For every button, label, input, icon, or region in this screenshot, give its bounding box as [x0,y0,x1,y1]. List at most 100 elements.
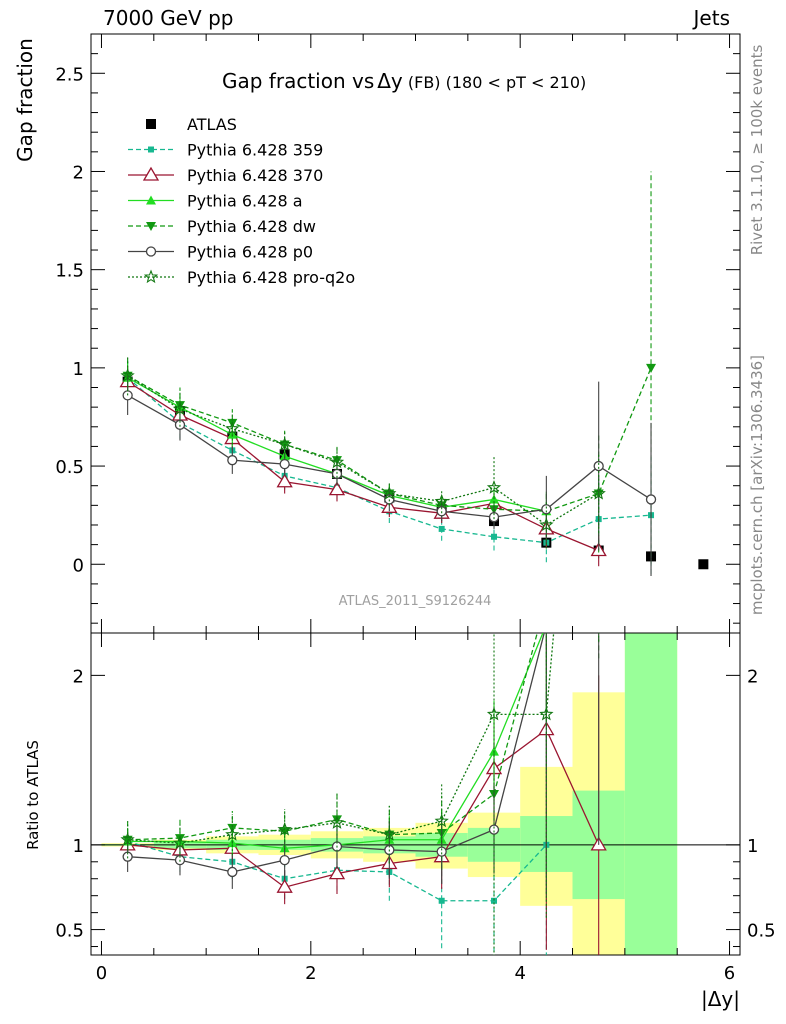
ratio-point-p370 [328,865,346,880]
legend-marker-p370 [142,166,160,181]
y-axis-label: Gap fraction [13,38,37,162]
legend-marker-pq2o [143,269,159,284]
series-pp0 [122,375,657,577]
ratio-series-pq2o [120,127,604,955]
ratio-series [119,127,607,955]
point-pq2o [591,486,606,500]
ratio-point-pq2o [225,827,240,841]
x-tick-label: 4 [514,963,525,984]
ratio-y-tick-label: 1 [73,836,84,857]
watermark: ATLAS_2011_S9126244 [339,594,492,609]
band-green-10 [624,633,678,955]
chart-title: Gap fraction vs Δy (FB) (180 < pT < 210) [222,69,586,93]
ratio-point-pa [541,620,551,629]
y-tick-label: 2 [73,162,84,183]
point-pq2o [382,486,397,500]
ratio-point-pq2o [329,815,345,829]
legend-label-p359: Pythia 6.428 359 [187,141,323,160]
y-tick-label: 2.5 [55,64,84,85]
series-atlas [122,376,709,570]
ratio-point-pdw [594,146,604,155]
legend-marker-pdw [146,222,156,231]
point-pq2o [225,421,240,435]
header-right: Jets [693,6,730,30]
ratio-y-tick-label-right: 0.5 [747,921,776,942]
chart-texts: Gap fraction vs Δy (FB) (180 < pT < 210) A… [13,38,766,1011]
ratio-point-pp0 [227,866,238,878]
ratio-line-pdw [127,633,538,841]
ratio-y-tick-label: 2 [73,666,84,687]
mcplots-label: mcplots.cern.ch [arXiv:1306.3436] [748,355,766,615]
point-pq2o [172,401,188,416]
x-tick-label: 0 [96,963,107,984]
ratio-point-p359 [438,897,445,904]
y-tick-label: 0 [73,555,84,576]
ratio-point-pq2o [382,827,397,841]
point-p370 [328,481,346,496]
point-pq2o [434,493,449,508]
main-series [119,171,709,577]
x-tick-label: 2 [305,963,316,984]
ratio-series-pp0 [122,620,600,896]
ratio-point-pp0 [436,846,447,857]
ratio-y-axis-label: Ratio to ATLAS [24,740,42,850]
main-plot-frame: 0 0.5 1 1.5 2 2.5 [55,33,741,634]
ratio-point-pq2o [486,706,502,721]
y-tick-label: 0.5 [55,457,84,478]
ratio-point-p370 [276,878,293,893]
ratio-line-p359 [127,840,547,902]
point-pp0 [227,455,238,466]
header-left: 7000 GeV pp [103,6,234,30]
point-pq2o [277,437,292,451]
point-p370 [276,473,293,488]
point-pq2o [539,517,554,532]
point-pq2o [120,368,135,382]
ratio-point-pdw [541,595,551,604]
ratio-y-tick-label: 0.5 [55,921,84,942]
ratio-y-tick-label-right: 1 [747,836,758,857]
series-line-p359 [127,377,652,544]
ratio-line-pp0 [127,633,545,873]
legend-marker-pa [146,195,156,205]
point-pq2o [329,454,345,469]
ratio-point-pp0 [542,620,551,629]
series-line-p370 [127,381,599,552]
legend-marker-p359 [148,146,154,153]
legend-label-pp0: Pythia 6.428 p0 [187,243,313,262]
ratio-point-pq2o [172,835,188,850]
ratio-line-pq2o [127,633,555,844]
ratio-y-tick-label-right: 2 [747,666,758,687]
series-pq2o [120,356,606,549]
x-tick-label: 6 [724,963,735,984]
ratio-point-pq2o [277,822,292,836]
legend-label-atlas: ATLAS [187,115,237,134]
point-pp0 [645,494,657,505]
point-pp0 [541,504,552,515]
ratio-line-p370 [127,728,600,888]
rivet-label: Rivet 3.1.10, ≥ 100k events [748,45,766,256]
chart-marks [119,127,709,955]
point-pq2o [486,480,502,494]
legend: ATLAS Pythia 6.428 359 Pythia 6.428 370 Pyt… [128,115,355,287]
legend-label-pq2o: Pythia 6.428 pro-q2o [187,268,355,287]
ratio-point-pdw [331,815,342,825]
ratio-point-pp0 [279,854,290,866]
point-atlas [698,559,709,570]
point-pdw [646,363,657,373]
y-tick-label: 1 [73,359,84,380]
legend-label-p370: Pythia 6.428 370 [187,166,323,185]
ratio-plot-frame: 0 2 4 6 0.5 0.5 1 1 2 2 [55,632,776,984]
x-axis-label: |Δy| [701,987,740,1011]
uncertainty-bands [101,633,678,955]
ratio-point-p359 [491,897,498,904]
point-p359 [491,533,498,540]
ratio-point-pq2o [593,127,604,138]
y-tick-label: 1.5 [55,261,84,282]
point-p359 [438,525,445,532]
ratio-point-pq2o [434,813,449,828]
ratio-point-pp0 [488,824,500,835]
point-pp0 [279,458,290,470]
ratio-point-pq2o [539,706,554,721]
point-pp0 [593,460,604,472]
